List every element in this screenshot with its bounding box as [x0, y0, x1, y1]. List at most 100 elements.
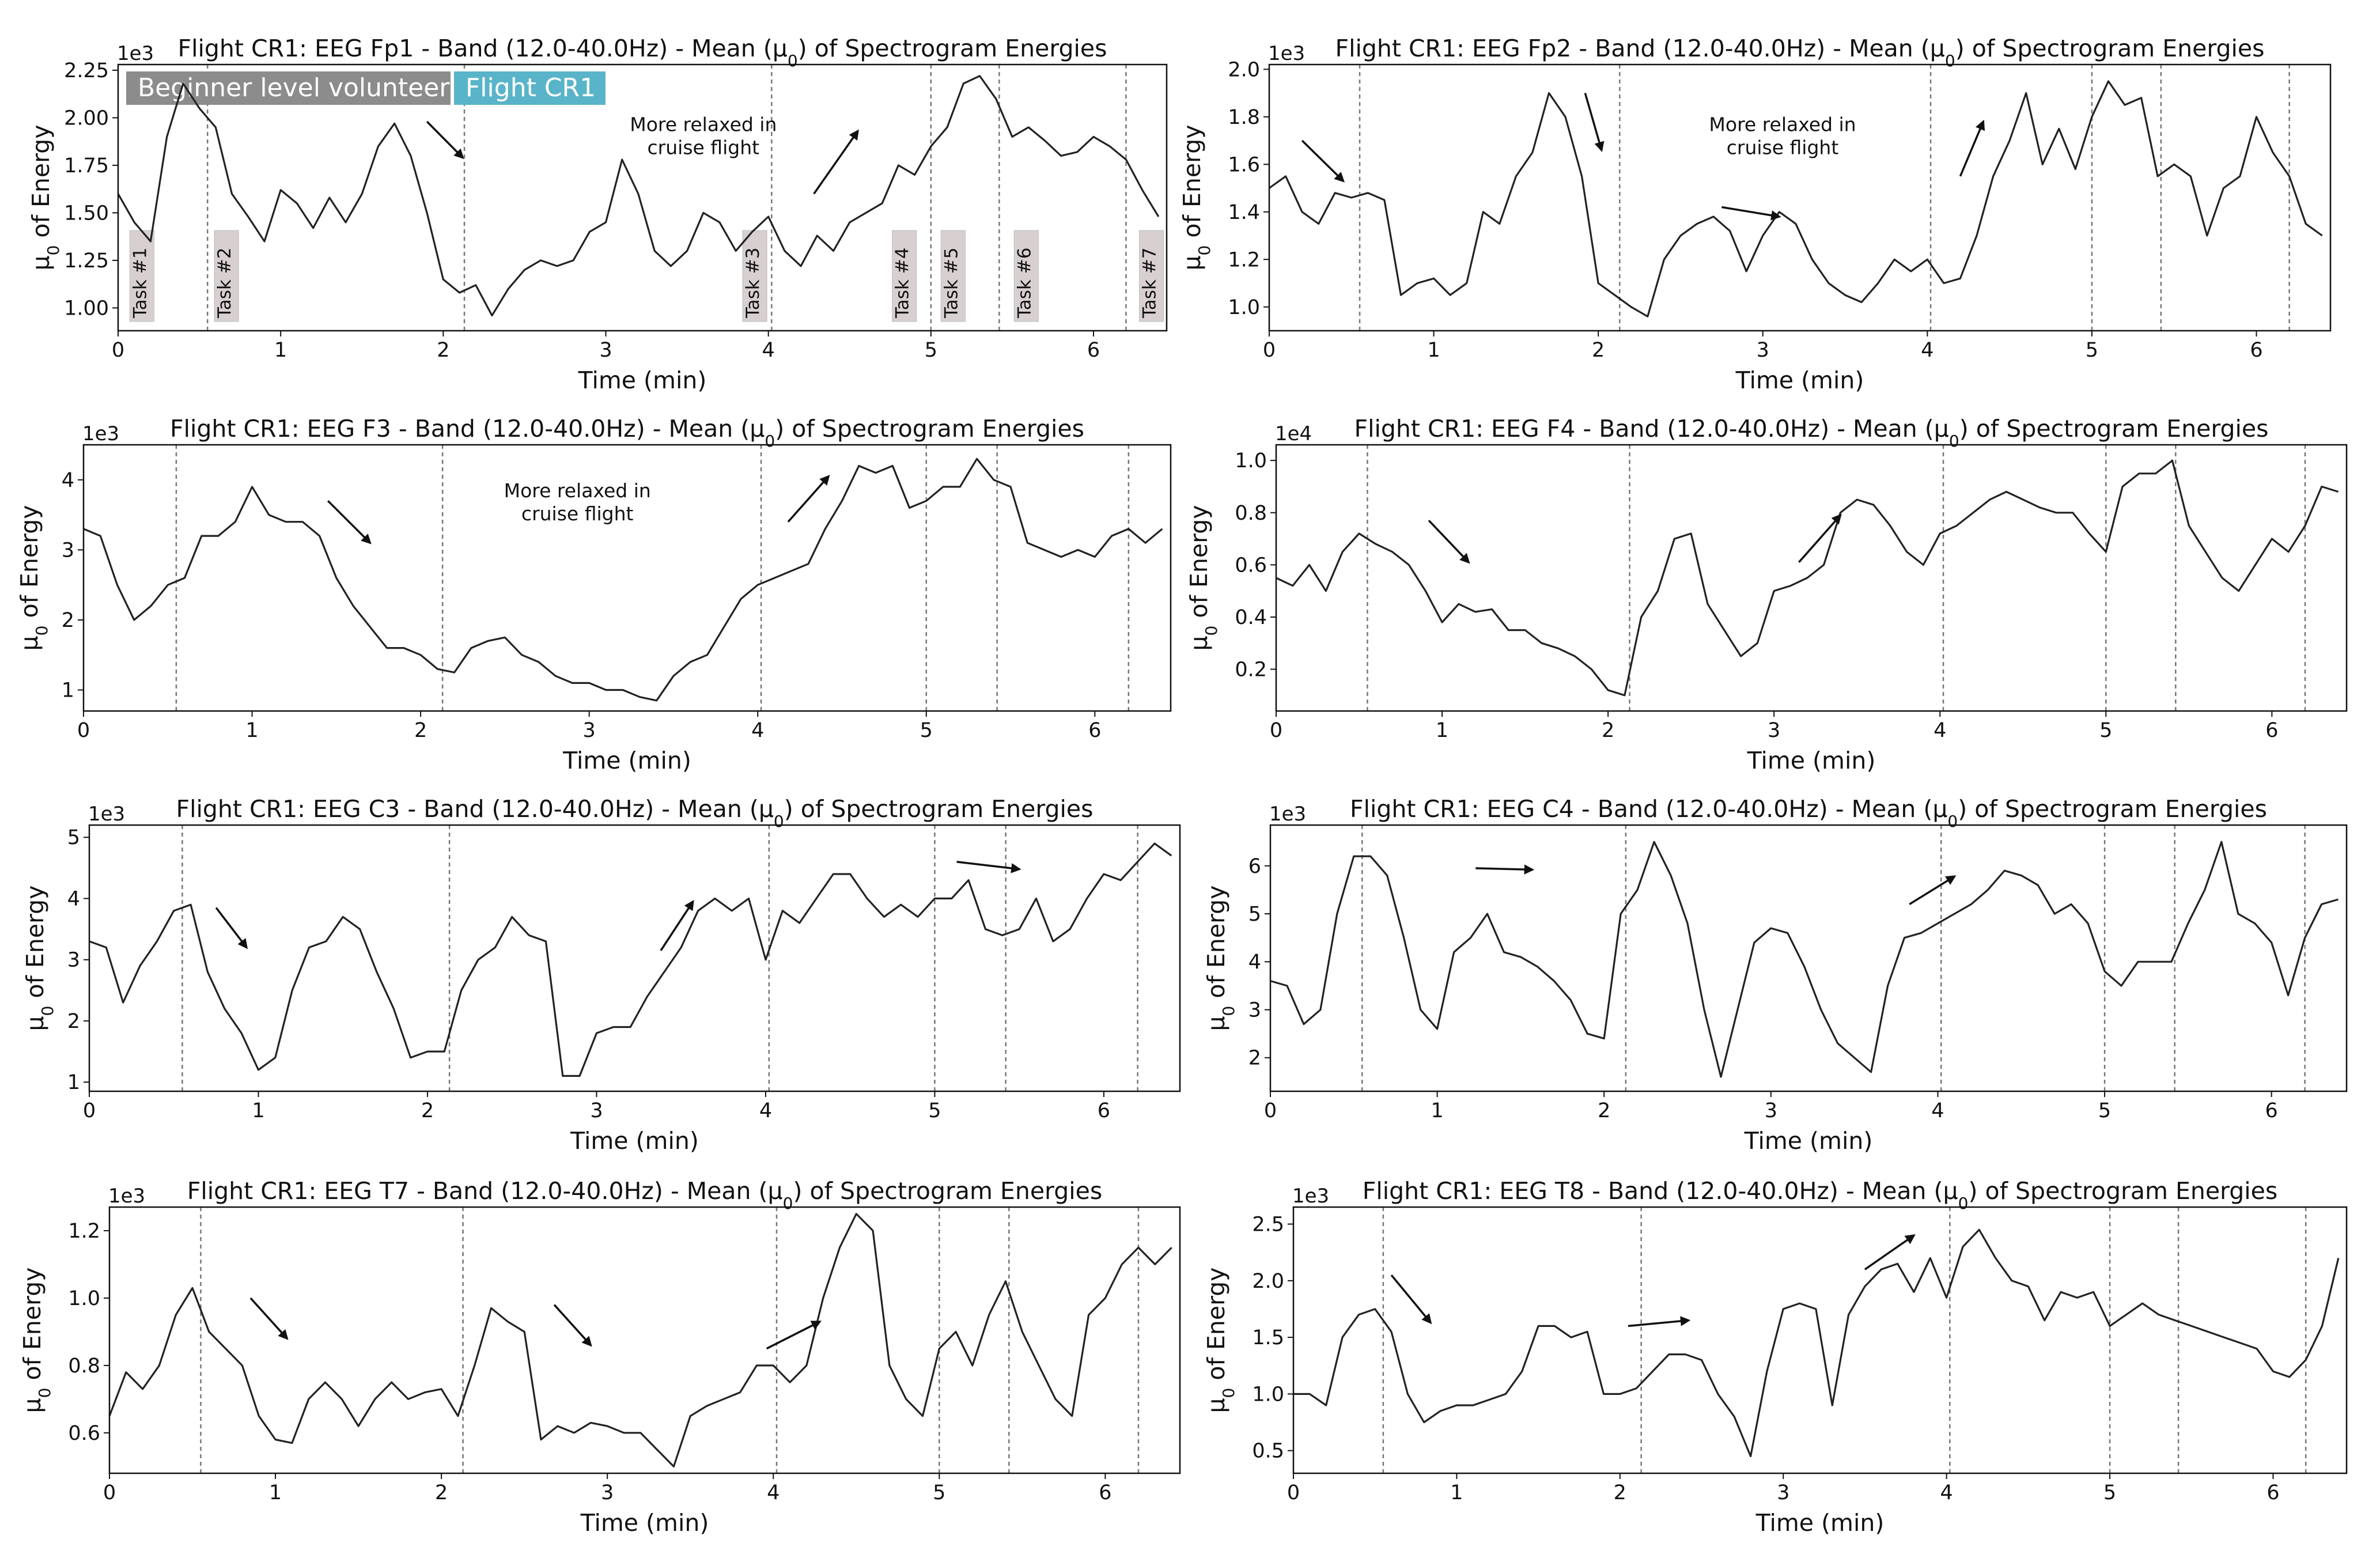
legend: Beginner level volunteer Flight CR1 — [126, 71, 606, 105]
x-tick-label: 5 — [928, 1099, 941, 1122]
y-tick-label: 4 — [67, 887, 80, 910]
y-tick-label: 0.8 — [1235, 502, 1267, 525]
x-tick-label: 3 — [1757, 339, 1769, 362]
x-tick-label: 6 — [1099, 1481, 1111, 1504]
task-box — [214, 230, 239, 322]
y-tick-label: 3 — [67, 949, 80, 972]
task-box — [892, 230, 917, 322]
y-tick-label: 1.75 — [64, 154, 109, 177]
y-tick-label: 4 — [62, 469, 74, 492]
x-tick-label: 3 — [601, 1481, 614, 1504]
x-tick-label: 6 — [2250, 339, 2262, 362]
plot-frame — [108, 1206, 1181, 1474]
x-tick-label: 3 — [599, 339, 612, 362]
x-tick-label: 1 — [245, 719, 258, 742]
y-tick-label: 1.5 — [1252, 1326, 1284, 1349]
task-box — [1139, 230, 1164, 322]
x-tick-label: 6 — [1098, 1099, 1110, 1122]
annotation-line-2: cruise flight — [648, 137, 760, 159]
y-axis-label: μ0 of Energy — [1202, 885, 1238, 1031]
x-tick-label: 3 — [590, 1099, 603, 1122]
x-tick-label: 2 — [435, 1481, 448, 1504]
x-axis-label: Time (min) — [1755, 1509, 1885, 1537]
x-tick-label: 5 — [920, 719, 933, 742]
x-tick-label: 2 — [421, 1099, 434, 1122]
y-tick-label: 1.2 — [1228, 248, 1260, 271]
x-tick-label: 0 — [83, 1099, 96, 1122]
x-tick-label: 3 — [1768, 719, 1780, 742]
plot-frame — [82, 444, 1172, 712]
x-tick-label: 5 — [925, 339, 937, 362]
plot-frame — [1268, 63, 2332, 332]
plot-frame — [1269, 824, 2348, 1092]
y-tick-label: 4 — [1248, 951, 1261, 974]
axis-scale-label: 1e3 — [1268, 42, 1305, 65]
data-series-line — [89, 842, 1172, 1077]
x-tick-label: 4 — [1940, 1481, 1953, 1504]
axis-scale-label: 1e3 — [117, 42, 154, 65]
x-tick-label: 1 — [1431, 1099, 1443, 1122]
axis-scale-label: 1e3 — [1292, 1185, 1329, 1208]
data-series-line — [1276, 459, 2339, 697]
data-series-line — [108, 1213, 1172, 1468]
x-tick-label: 5 — [2103, 1481, 2116, 1504]
trend-arrow — [813, 129, 859, 195]
trend-arrow — [1628, 1316, 1691, 1328]
trend-arrow — [426, 120, 464, 160]
y-tick-label: 2 — [1248, 1047, 1261, 1070]
x-tick-label: 2 — [437, 339, 449, 362]
y-tick-label: 6 — [1248, 855, 1261, 878]
chart-panel-t8: Flight CR1: EEG T8 - Band (12.0-40.0Hz) … — [1202, 1177, 2348, 1537]
data-series-line — [1269, 80, 2323, 317]
chart-panel-c4: Flight CR1: EEG C4 - Band (12.0-40.0Hz) … — [1202, 795, 2348, 1155]
y-tick-label: 3 — [1248, 999, 1261, 1022]
x-tick-label: 5 — [2099, 719, 2112, 742]
data-series-line — [1270, 841, 2339, 1078]
y-axis-label: μ0 of Energy — [27, 124, 63, 270]
trend-arrow — [1428, 520, 1470, 564]
plot-frame — [88, 824, 1181, 1092]
plot-frame — [1292, 1206, 2348, 1474]
chart-panel-c3: Flight CR1: EEG C3 - Band (12.0-40.0Hz) … — [21, 795, 1181, 1155]
x-tick-label: 0 — [77, 719, 90, 742]
y-tick-label: 1 — [62, 679, 74, 702]
x-tick-label: 4 — [1931, 1099, 1944, 1122]
x-tick-label: 6 — [2265, 719, 2278, 742]
y-tick-label: 2.25 — [64, 59, 109, 82]
annotation-line-1: More relaxed in — [1709, 114, 1856, 136]
y-axis-label: μ0 of Energy — [1178, 124, 1214, 270]
x-axis-label: Time (min) — [578, 366, 707, 394]
x-tick-label: 3 — [583, 719, 596, 742]
axis-scale-label: 1e3 — [88, 803, 125, 826]
chart-panel-f3: Flight CR1: EEG F3 - Band (12.0-40.0Hz) … — [16, 415, 1172, 774]
x-tick-label: 4 — [759, 1099, 772, 1122]
annotation-line-1: More relaxed in — [504, 479, 651, 502]
y-tick-label: 1.8 — [1228, 106, 1260, 129]
x-tick-label: 4 — [767, 1481, 780, 1504]
x-axis-label: Time (min) — [580, 1509, 709, 1537]
y-tick-label: 5 — [1248, 903, 1261, 926]
y-tick-label: 1.0 — [1228, 296, 1260, 319]
task-label: Task #3 — [743, 248, 763, 319]
x-axis-label: Time (min) — [1735, 366, 1864, 394]
chart-panel-fp2: Flight CR1: EEG Fp2 - Band (12.0-40.0Hz)… — [1178, 35, 2332, 394]
y-axis-label: μ0 of Energy — [18, 1267, 54, 1413]
task-label: Task #2 — [214, 248, 235, 319]
y-axis-label: μ0 of Energy — [1202, 1267, 1238, 1413]
y-tick-label: 1 — [67, 1071, 80, 1094]
y-tick-label: 5 — [67, 826, 80, 849]
x-axis-label: Time (min) — [1744, 1127, 1873, 1155]
task-label: Task #1 — [130, 248, 150, 319]
y-tick-label: 0.6 — [1235, 554, 1267, 577]
plot-frame — [1275, 444, 2348, 712]
task-box — [940, 230, 966, 322]
trend-arrow — [1721, 206, 1781, 221]
y-tick-label: 1.0 — [1252, 1383, 1284, 1406]
trend-arrow — [1390, 1274, 1432, 1325]
data-series-line — [1293, 1228, 2340, 1458]
y-tick-label: 2.0 — [1228, 58, 1260, 81]
y-tick-label: 1.0 — [68, 1287, 100, 1310]
y-axis-label: μ0 of Energy — [21, 885, 57, 1031]
trend-arrow — [249, 1297, 289, 1340]
x-tick-label: 6 — [1088, 719, 1101, 742]
